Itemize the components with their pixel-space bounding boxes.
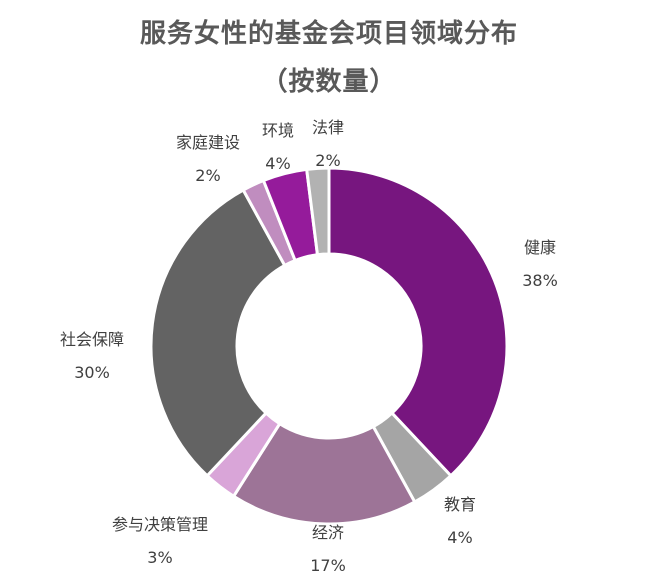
chart-title-main: 服务女性的基金会项目领域分布 xyxy=(139,19,518,49)
data-label-value: 2% xyxy=(195,166,221,185)
data-label-category: 经济 xyxy=(311,523,344,542)
data-label-category: 家庭建设 xyxy=(175,133,241,152)
data-label: 环境 4% xyxy=(262,118,294,176)
data-label: 社会保障 30% xyxy=(60,327,124,385)
data-label-category: 环境 xyxy=(261,121,295,140)
data-label-category: 参与决策管理 xyxy=(111,515,209,534)
data-label: 参与决策管理 3% xyxy=(112,512,208,570)
data-label-value: 4% xyxy=(265,154,291,173)
data-label-value: 38% xyxy=(522,271,558,290)
data-label-value: 2% xyxy=(315,151,341,170)
data-label: 经济 17% xyxy=(310,520,346,578)
donut-slice xyxy=(327,166,509,478)
data-label-category: 社会保障 xyxy=(59,330,125,349)
data-label-category: 法律 xyxy=(311,118,345,137)
data-label-value: 3% xyxy=(147,548,173,567)
data-label-category: 健康 xyxy=(523,238,556,257)
chart-subtitle: （按数量） xyxy=(261,67,397,97)
data-label-value: 17% xyxy=(310,556,346,575)
data-label-value: 30% xyxy=(74,363,110,382)
data-label: 健康 38% xyxy=(522,235,558,293)
data-label: 家庭建设 2% xyxy=(176,130,240,188)
data-label: 法律 2% xyxy=(312,115,344,173)
donut-slice xyxy=(231,421,417,526)
donut-slice xyxy=(305,166,331,257)
donut-slice xyxy=(149,187,287,478)
chart-title: 服务女性的基金会项目领域分布 （按数量） xyxy=(0,10,658,106)
data-label-category: 教育 xyxy=(443,495,477,514)
data-label-value: 4% xyxy=(447,528,473,547)
data-label: 教育 4% xyxy=(444,492,476,550)
